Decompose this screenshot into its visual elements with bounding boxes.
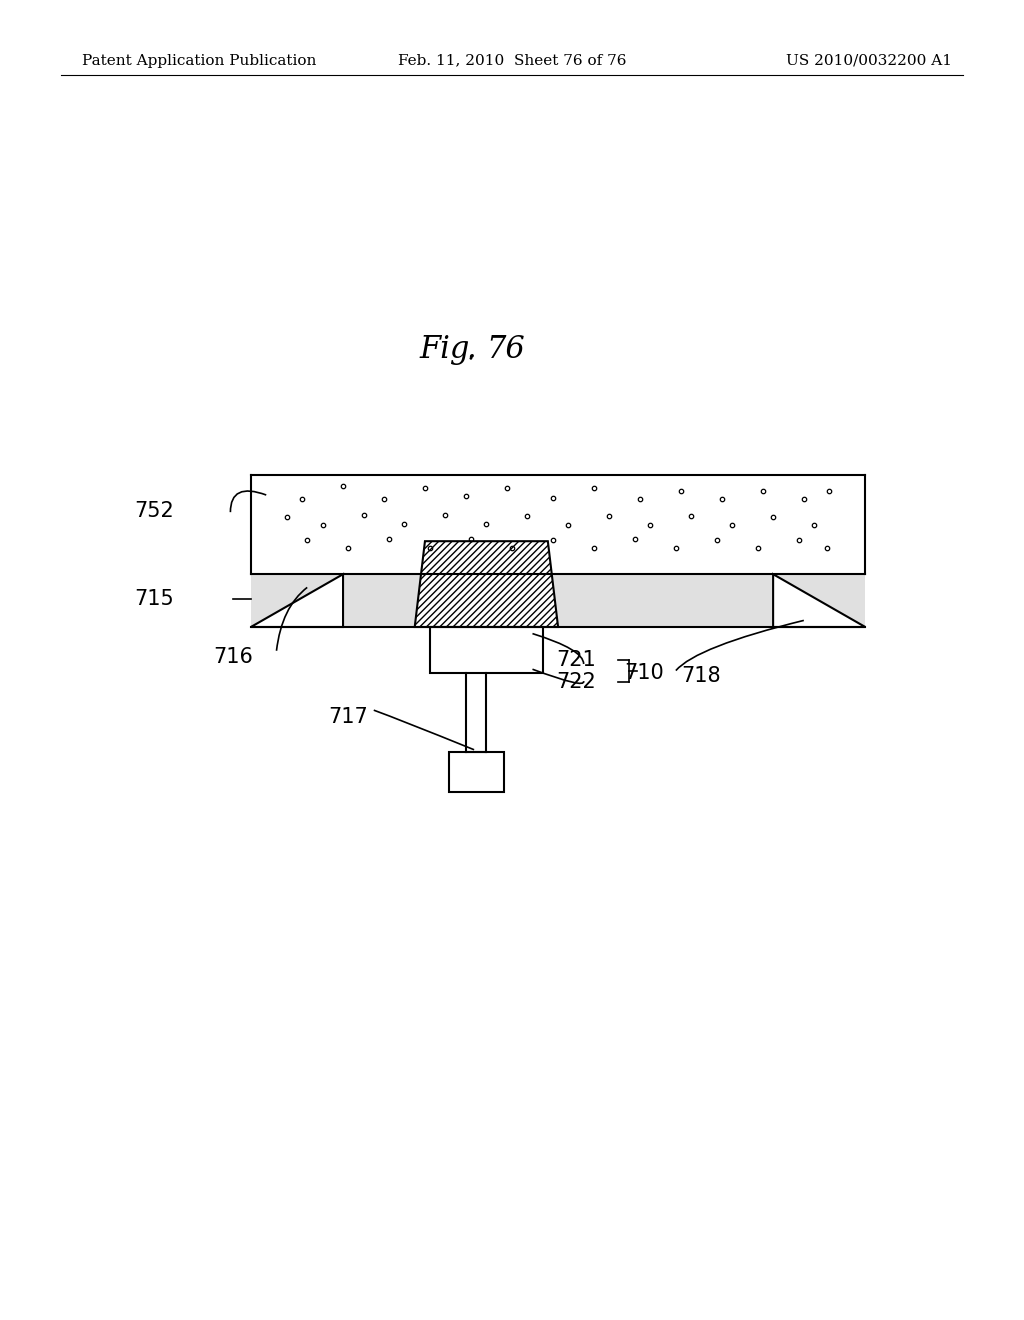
Text: 716: 716 [214, 647, 253, 668]
Polygon shape [773, 574, 865, 627]
Text: US 2010/0032200 A1: US 2010/0032200 A1 [786, 54, 952, 67]
Text: Feb. 11, 2010  Sheet 76 of 76: Feb. 11, 2010 Sheet 76 of 76 [397, 54, 627, 67]
Bar [449, 752, 504, 792]
Text: 715: 715 [134, 589, 174, 610]
Polygon shape [415, 541, 558, 627]
Text: 710: 710 [625, 663, 665, 684]
Text: 752: 752 [134, 500, 174, 521]
Text: 717: 717 [329, 706, 368, 727]
Text: Fig: Fig [420, 334, 470, 366]
Text: 718: 718 [681, 665, 721, 686]
Text: 721: 721 [556, 649, 596, 671]
Polygon shape [251, 574, 343, 627]
Bar [430, 627, 543, 673]
Text: .: . [466, 334, 476, 366]
Text: 722: 722 [556, 672, 596, 693]
Text: 76: 76 [486, 334, 525, 366]
Text: •: • [468, 355, 474, 363]
Text: Patent Application Publication: Patent Application Publication [82, 54, 316, 67]
Bar [251, 574, 865, 627]
